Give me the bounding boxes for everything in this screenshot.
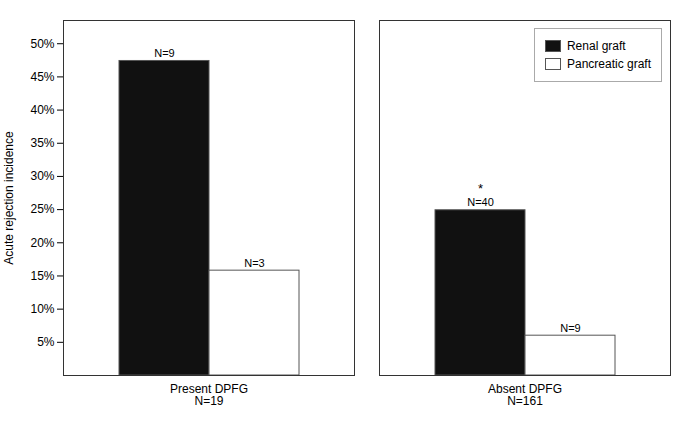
svg-text:35%: 35%: [30, 136, 54, 150]
html-text:Pancreatic graft: Pancreatic graft: [567, 57, 651, 71]
svg-text:N=9: N=9: [154, 47, 175, 59]
svg-text:45%: 45%: [30, 70, 54, 84]
html-text:Renal graft: Renal graft: [567, 39, 626, 53]
svg-text:50%: 50%: [30, 37, 54, 51]
svg-text:25%: 25%: [30, 202, 54, 216]
svg-text:N=9: N=9: [560, 322, 581, 334]
svg-text:N=40: N=40: [467, 196, 494, 208]
svg-text:Absent DPFGN=161: Absent DPFGN=161: [488, 382, 562, 408]
svg-text:30%: 30%: [30, 169, 54, 183]
svg-text:*: *: [478, 181, 483, 196]
svg-text:40%: 40%: [30, 103, 54, 117]
svg-text:5%: 5%: [37, 335, 55, 349]
svg-text:15%: 15%: [30, 269, 54, 283]
svg-text:Acute rejection incidence: Acute rejection incidence: [2, 131, 16, 265]
svg-text:20%: 20%: [30, 236, 54, 250]
svg-text:Present DPFGN=19: Present DPFGN=19: [170, 382, 248, 408]
svg-text:N=3: N=3: [244, 257, 265, 269]
svg-text:10%: 10%: [30, 302, 54, 316]
